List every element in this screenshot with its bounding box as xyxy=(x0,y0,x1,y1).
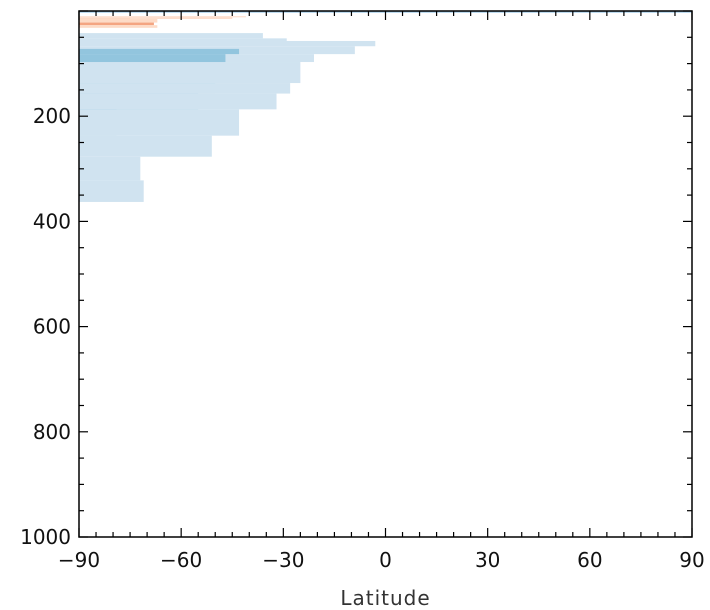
data-cell-17 xyxy=(79,83,291,94)
x-tick-label: −60 xyxy=(160,548,202,572)
plot-frame xyxy=(78,10,693,538)
major-ticks xyxy=(78,10,693,538)
x-tick-label: 30 xyxy=(475,548,500,572)
y-tick-label: 1000 xyxy=(20,525,71,549)
data-cell-1 xyxy=(79,16,246,18)
data-cell-10 xyxy=(79,40,376,47)
data-cell-7 xyxy=(79,33,263,39)
x-tick-label: −30 xyxy=(262,548,304,572)
data-cell-2 xyxy=(79,17,233,19)
data-cell-15 xyxy=(79,62,301,84)
data-cell-6 xyxy=(79,25,158,28)
x-tick-label: 0 xyxy=(379,548,392,572)
x-tick-label: 60 xyxy=(577,548,602,572)
data-cells xyxy=(79,11,692,202)
x-tick-labels: −90 −60 −30 0 30 60 90 xyxy=(58,548,705,572)
data-cell-13 xyxy=(79,48,240,55)
y-tick-labels: 200 400 600 800 1000 xyxy=(20,104,71,549)
x-tick-label: 90 xyxy=(679,548,704,572)
data-cell-21 xyxy=(79,109,240,136)
data-cell-19 xyxy=(79,93,277,110)
data-cell-5 xyxy=(79,22,154,26)
data-cell-4 xyxy=(79,18,158,23)
data-cell-24 xyxy=(79,180,144,202)
x-axis-title: Latitude xyxy=(340,586,430,610)
x-tick-label: −90 xyxy=(58,548,100,572)
y-tick-label: 800 xyxy=(33,420,71,444)
data-cell-22 xyxy=(79,135,212,157)
y-tick-label: 600 xyxy=(33,315,71,339)
data-cell-23 xyxy=(79,156,141,181)
y-tick-label: 200 xyxy=(33,104,71,128)
data-cell-8 xyxy=(79,38,287,41)
minor-ticks xyxy=(79,11,692,537)
y-tick-label: 400 xyxy=(33,209,71,233)
